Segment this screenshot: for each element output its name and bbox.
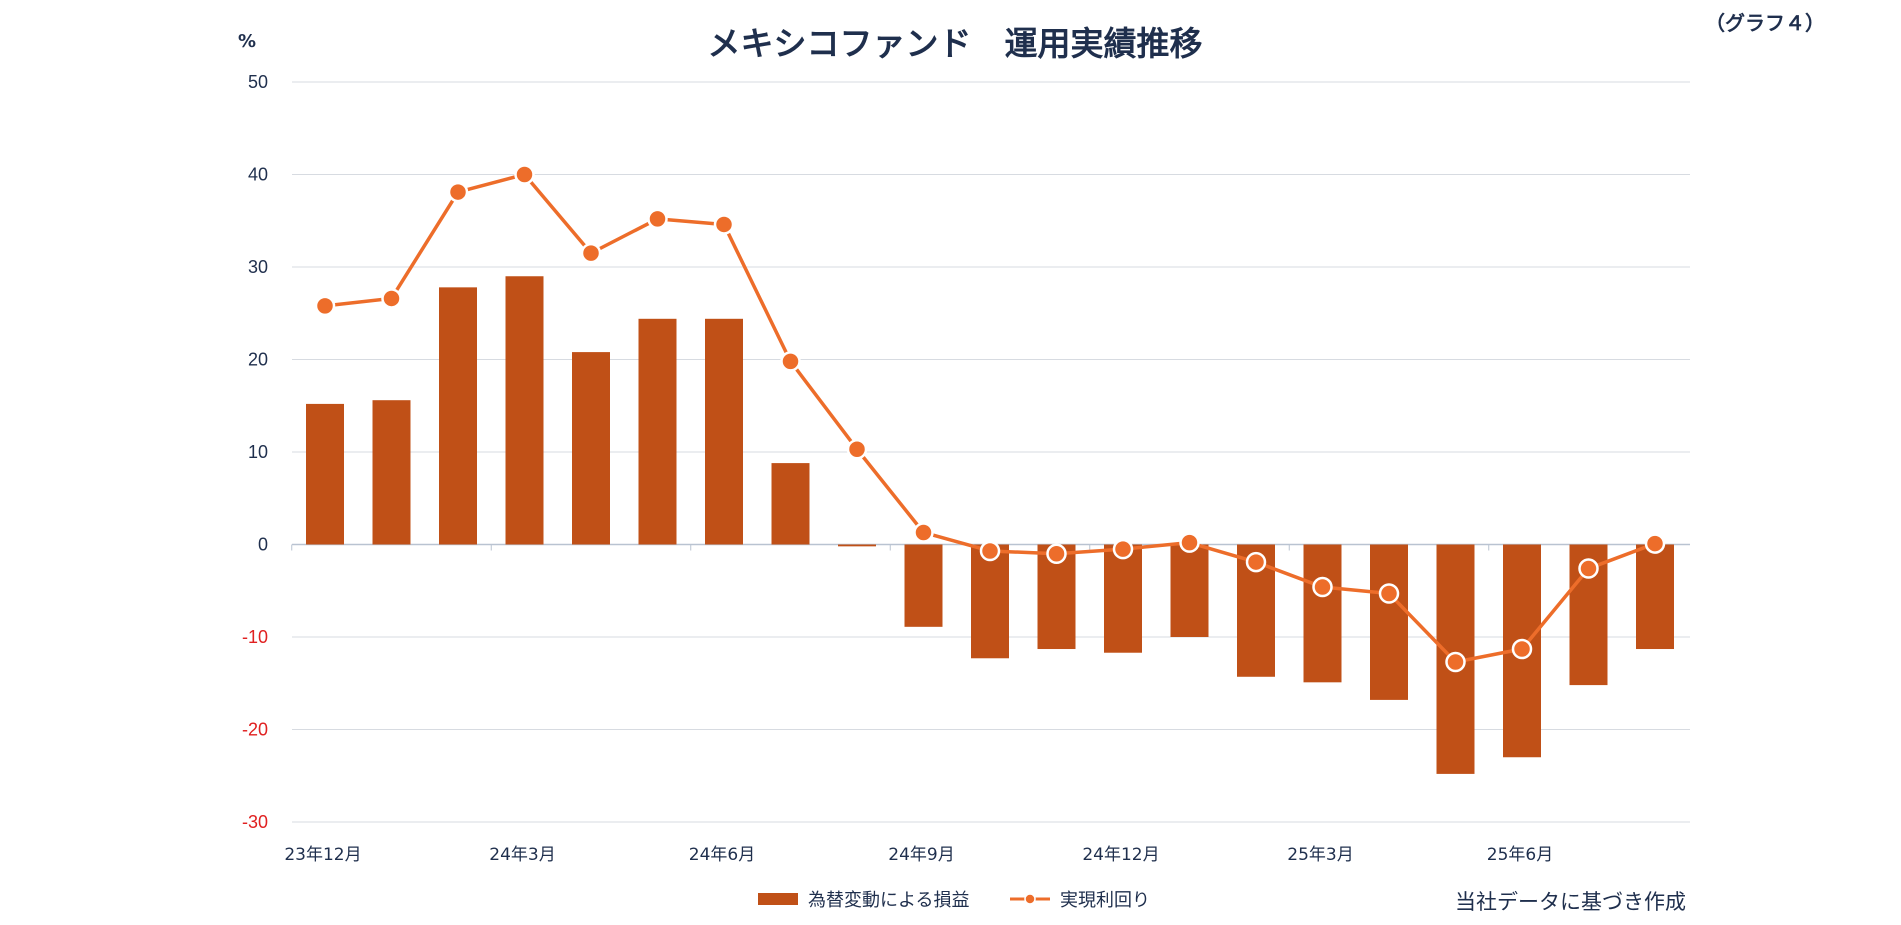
line-point <box>846 438 868 460</box>
line-point <box>1578 558 1599 579</box>
line-point <box>1445 651 1466 673</box>
line-point <box>647 208 668 230</box>
bar-series <box>306 276 1674 774</box>
line-point <box>1511 638 1533 660</box>
line-point <box>1312 576 1333 598</box>
line-point <box>1046 543 1067 564</box>
bar <box>1636 544 1674 650</box>
x-tick-label: 24年12月 <box>1082 845 1159 865</box>
line-point <box>314 295 336 317</box>
bar <box>572 352 610 545</box>
line-point <box>1245 551 1267 573</box>
line-point <box>514 164 535 185</box>
bar <box>306 403 344 545</box>
bar <box>971 544 1009 659</box>
y-tick-label: 40 <box>248 165 268 185</box>
bar <box>1170 544 1209 637</box>
x-tick-label: 23年12月 <box>284 845 361 865</box>
x-tick-label: 24年3月 <box>489 845 555 865</box>
y-tick-label: -20 <box>242 720 268 740</box>
bar <box>439 287 477 545</box>
line-point <box>913 522 934 543</box>
bar <box>904 544 943 627</box>
bar <box>1303 544 1342 683</box>
graph-number-label: （グラフ４） <box>1705 11 1825 35</box>
y-axis-unit-label: % <box>238 31 256 52</box>
bar <box>705 318 743 545</box>
source-note: 当社データに基づき作成 <box>1455 890 1686 914</box>
y-tick-label: 30 <box>248 257 268 277</box>
legend-bar-swatch <box>758 893 798 905</box>
line-point <box>713 214 735 235</box>
legend: 為替変動による損益 実現利回り <box>758 890 1150 911</box>
x-tick-label: 24年9月 <box>888 845 954 865</box>
legend-bar-label: 為替変動による損益 <box>808 890 969 911</box>
y-tick-label: 50 <box>248 72 268 92</box>
chart-title: メキシコファンド 運用実績推移 <box>708 24 1203 63</box>
line-point <box>381 288 402 309</box>
x-axis-ticks: 23年12月 24年3月 24年6月 24年9月 24年12月 25年3月 25年6月 <box>284 845 1553 865</box>
line-point <box>1644 533 1666 554</box>
bar <box>771 463 810 545</box>
line-point <box>1378 583 1400 604</box>
bar <box>372 400 411 545</box>
x-tick-label: 25年6月 <box>1487 845 1553 865</box>
legend-line-label: 実現利回り <box>1060 890 1150 911</box>
y-tick-label: -10 <box>242 627 268 647</box>
line-point <box>447 181 469 203</box>
line-series <box>314 164 1666 673</box>
line-point <box>580 242 602 264</box>
line-point <box>1112 538 1134 560</box>
y-axis-ticks: 50 40 30 20 10 0 -10 -20 -30 <box>242 72 268 832</box>
y-tick-label: 10 <box>248 442 268 462</box>
x-tick-label: 25年3月 <box>1287 845 1353 865</box>
y-tick-label: 20 <box>248 350 268 370</box>
bar <box>838 544 876 547</box>
legend-line-marker <box>1024 893 1036 905</box>
line-point <box>1179 532 1200 553</box>
bar <box>638 318 677 545</box>
x-tick-label: 24年6月 <box>689 845 755 865</box>
bar <box>505 276 544 545</box>
y-tick-label: 0 <box>258 535 268 555</box>
bar <box>1104 544 1142 653</box>
line-point <box>780 351 801 372</box>
line-point <box>979 540 1001 562</box>
bar <box>1370 544 1408 700</box>
gridlines <box>291 81 1690 823</box>
y-tick-label: -30 <box>242 812 268 832</box>
